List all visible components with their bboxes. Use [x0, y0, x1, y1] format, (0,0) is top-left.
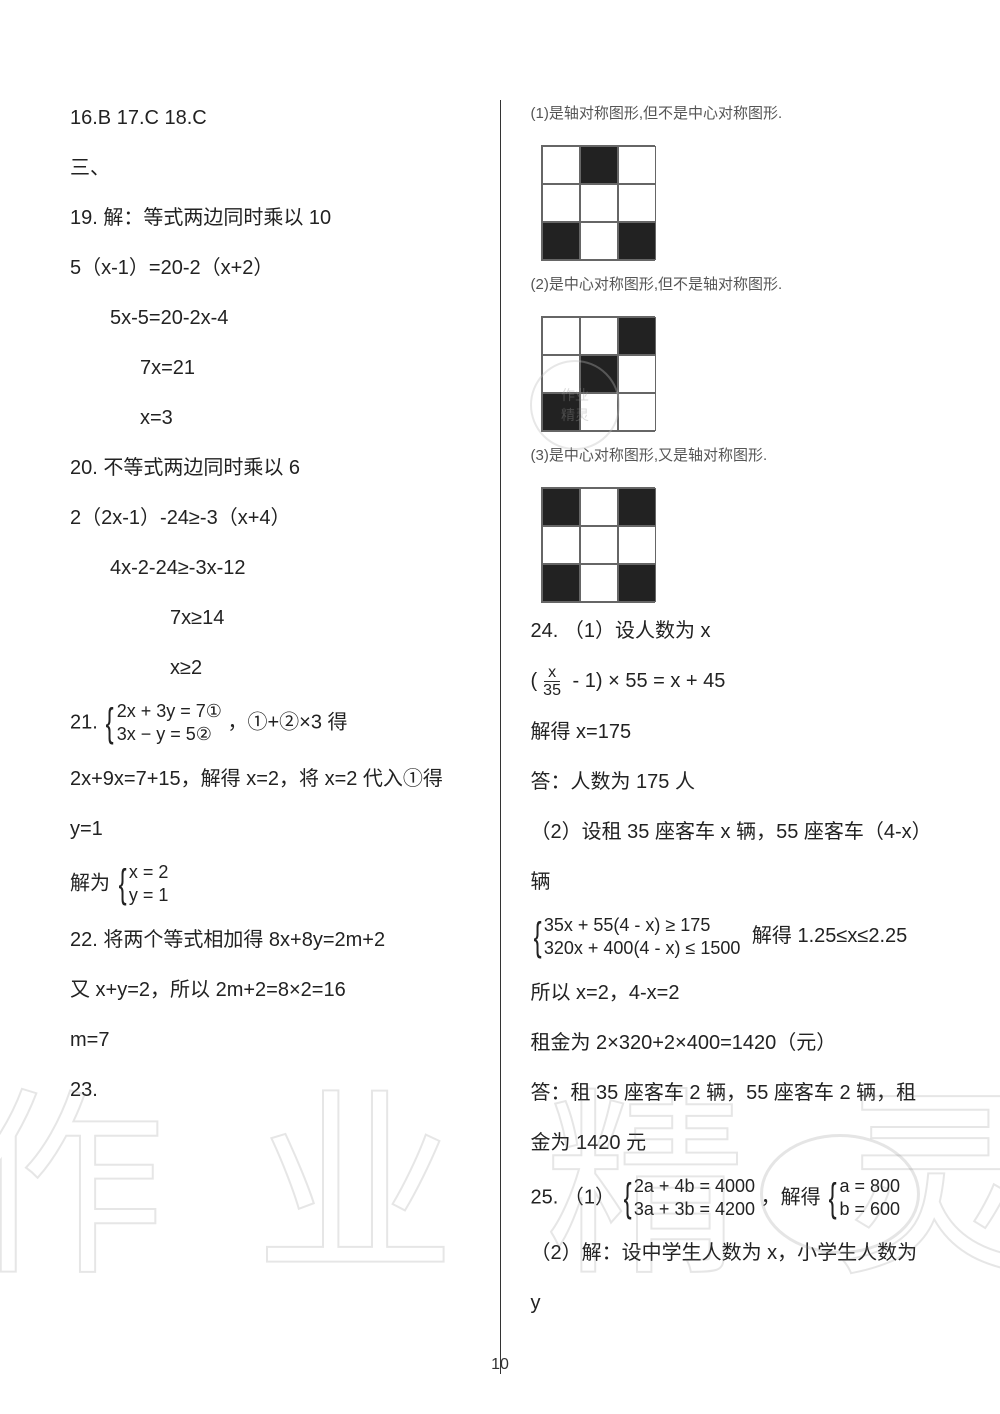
answer-line: 16.B 17.C 18.C — [70, 100, 470, 136]
grid-cell — [580, 526, 618, 564]
grid-cell — [542, 526, 580, 564]
left-column: 16.B 17.C 18.C 三、 19. 解：等式两边同时乘以 10 5（x-… — [70, 100, 470, 1374]
grid-1 — [541, 145, 655, 261]
grid-cell — [580, 564, 618, 602]
step-line: 租金为 2×320+2×400=1420（元） — [531, 1025, 931, 1061]
inequality-line: { 35x + 55(4 - x) ≥ 175 320x + 400(4 - x… — [531, 914, 931, 961]
grid-cell — [580, 184, 618, 222]
grid-cell — [618, 146, 656, 184]
eq-line: 3x − y = 5② — [117, 723, 222, 746]
grid-caption: (1)是轴对称图形,但不是中心对称图形. — [531, 100, 931, 127]
section-heading: 三、 — [70, 150, 470, 186]
p21-suffix: ，①+②×3 得 — [227, 712, 347, 734]
step-line: 所以 x=2，4-x=2 — [531, 975, 931, 1011]
equation-line: ( x 35 - 1) × 55 = x + 45 — [531, 663, 931, 700]
grid-cell — [542, 184, 580, 222]
grid-cell — [618, 355, 656, 393]
grid-cell — [618, 222, 656, 260]
step-line: x≥2 — [70, 650, 470, 686]
left-brace-icon: { — [623, 1182, 631, 1214]
brace-group: { 2a + 4b = 4000 3a + 3b = 4200 — [621, 1175, 755, 1222]
frac-den: 35 — [539, 682, 565, 700]
grid-cell — [542, 146, 580, 184]
grid-cell — [618, 488, 656, 526]
grid-3 — [541, 487, 655, 603]
left-brace-icon: { — [533, 921, 541, 953]
step-line: 5（x-1）=20-2（x+2） — [70, 250, 470, 286]
fraction: x 35 — [539, 664, 565, 700]
step-line: 答：人数为 175 人 — [531, 764, 931, 800]
grid-cell — [542, 564, 580, 602]
step-line: 又 x+y=2，所以 2m+2=8×2=16 — [70, 972, 470, 1008]
left-brace-icon: { — [118, 868, 126, 900]
grid-cell — [580, 488, 618, 526]
step-line: 答：租 35 座客车 2 辆，55 座客车 2 辆，租 — [531, 1075, 931, 1111]
eq-line: 2x + 3y = 7① — [117, 700, 222, 723]
stamp-icon: 作业 精灵 — [530, 360, 620, 450]
grid-cell — [580, 146, 618, 184]
eq-line: 320x + 400(4 - x) ≤ 1500 — [544, 937, 741, 960]
step-line: 7x=21 — [70, 350, 470, 386]
step-line: y=1 — [70, 811, 470, 847]
grid-cell — [618, 184, 656, 222]
eq-tail: - 1) × 55 = x + 45 — [567, 670, 725, 692]
eq-line: x = 2 — [129, 861, 169, 884]
step-line: 辆 — [531, 864, 931, 900]
frac-num: x — [544, 664, 560, 683]
grid-cell — [618, 317, 656, 355]
step-line: x=3 — [70, 400, 470, 436]
step-line: 20. 不等式两边同时乘以 6 — [70, 450, 470, 486]
step-line: 5x-5=20-2x-4 — [70, 300, 470, 336]
column-divider — [500, 100, 501, 1374]
grid-cell — [618, 526, 656, 564]
step-line: 7x≥14 — [70, 600, 470, 636]
brace-group: { x = 2 y = 1 — [116, 861, 169, 908]
grid-cell — [580, 317, 618, 355]
step-line: y — [531, 1285, 931, 1321]
eq-line: y = 1 — [129, 884, 169, 907]
sol-prefix: 解为 — [70, 872, 110, 894]
stamp-text: 作业 — [561, 385, 589, 405]
grid-cell — [618, 393, 656, 431]
eq-line: 35x + 55(4 - x) ≥ 175 — [544, 914, 741, 937]
oval-stamp-icon — [760, 1134, 920, 1254]
ineq-suffix: 解得 1.25≤x≤2.25 — [752, 925, 907, 947]
grid-cell — [542, 317, 580, 355]
step-line: （2）设租 35 座客车 x 辆，55 座客车（4-x） — [531, 814, 931, 850]
eq-line: 2a + 4b = 4000 — [634, 1175, 755, 1198]
left-brace-icon: { — [106, 707, 114, 739]
step-line: 2x+9x=7+15，解得 x=2，将 x=2 代入①得 — [70, 761, 470, 797]
grid-cell — [618, 564, 656, 602]
page-number: 10 — [491, 1356, 509, 1374]
solution-line: 解为 { x = 2 y = 1 — [70, 861, 470, 908]
eq-line: 3a + 3b = 4200 — [634, 1198, 755, 1221]
step-line: 23. — [70, 1072, 470, 1108]
step-line: 19. 解：等式两边同时乘以 10 — [70, 200, 470, 236]
grid-caption: (2)是中心对称图形,但不是轴对称图形. — [531, 271, 931, 298]
step-line: 24. （1）设人数为 x — [531, 613, 931, 649]
grid-cell — [542, 222, 580, 260]
step-line: 解得 x=175 — [531, 714, 931, 750]
step-line: m=7 — [70, 1022, 470, 1058]
p21-prefix: 21. — [70, 712, 103, 734]
p25-prefix: 25. （1） — [531, 1186, 615, 1208]
step-line: 2（2x-1）-24≥-3（x+4） — [70, 500, 470, 536]
brace-group: { 2x + 3y = 7① 3x − y = 5② — [103, 700, 222, 747]
step-line: 4x-2-24≥-3x-12 — [70, 550, 470, 586]
step-line: 22. 将两个等式相加得 8x+8y=2m+2 — [70, 922, 470, 958]
grid-cell — [542, 488, 580, 526]
grid-cell — [580, 222, 618, 260]
brace-group: { 35x + 55(4 - x) ≥ 175 320x + 400(4 - x… — [531, 914, 741, 961]
problem-21: 21. { 2x + 3y = 7① 3x − y = 5② ，①+②×3 得 — [70, 700, 470, 747]
